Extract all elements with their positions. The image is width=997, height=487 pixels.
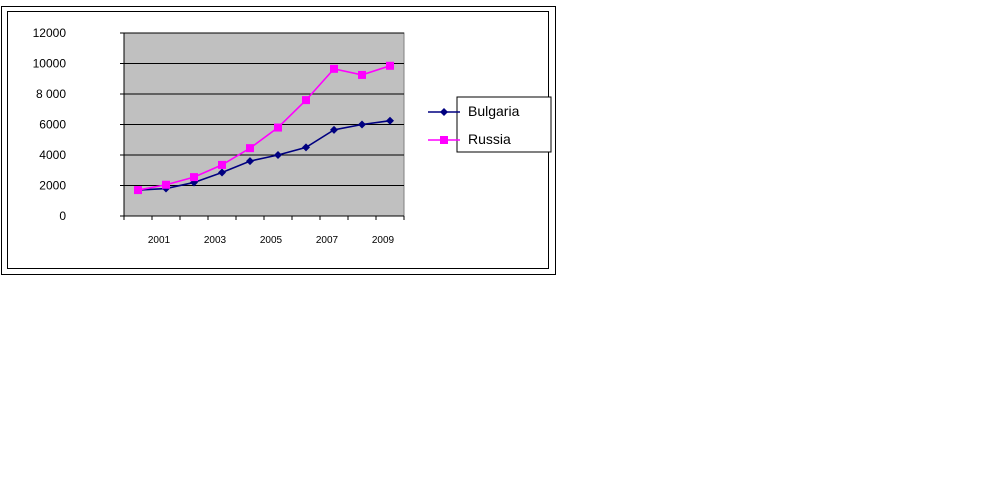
series-line-bulgaria [137, 119, 391, 191]
data-point-bulgaria [274, 151, 282, 159]
legend-marker-russia [440, 136, 448, 144]
series-line-russia [137, 65, 391, 191]
legend: Bulgaria Russia [428, 96, 552, 153]
data-point-bulgaria [330, 125, 338, 134]
series-markers [134, 61, 394, 195]
chart-outer-frame [1, 6, 556, 275]
y-tick-label: 4000 [39, 148, 66, 162]
x-axis-ticks: 2001 2003 2005 2007 2009 [123, 216, 405, 246]
y-tick-label: 12000 [33, 26, 67, 40]
legend-box [456, 96, 552, 153]
data-point-russia [190, 173, 198, 182]
y-tick-label: 6000 [39, 118, 66, 132]
data-point-russia [386, 61, 394, 70]
y-tick-label: 0 [59, 209, 66, 223]
data-point-bulgaria [302, 143, 310, 152]
y-tick-label: 8 000 [36, 87, 66, 101]
x-tick-label: 2007 [316, 235, 339, 246]
data-point-russia [246, 144, 254, 153]
series-lines [137, 65, 391, 191]
data-point-bulgaria [358, 120, 366, 129]
y-tick-label: 2000 [39, 179, 66, 193]
y-axis-ticks: 0 2000 4000 6000 8 000 10000 12000 [33, 26, 124, 223]
data-point-russia [358, 70, 366, 79]
data-point-russia [302, 96, 310, 105]
data-point-russia [218, 160, 226, 169]
data-point-russia [330, 64, 338, 73]
legend-label-russia: Russia [468, 131, 511, 147]
y-tick-label: 10000 [33, 57, 67, 71]
x-tick-label: 2005 [260, 235, 283, 246]
x-tick-label: 2009 [372, 235, 395, 246]
data-point-bulgaria [218, 168, 226, 177]
legend-label-bulgaria: Bulgaria [468, 103, 520, 119]
data-point-bulgaria [386, 116, 394, 125]
data-point-russia [134, 186, 142, 195]
gridlines [124, 32, 404, 186]
data-point-russia [162, 180, 170, 189]
data-point-bulgaria [246, 157, 254, 166]
x-tick-label: 2001 [148, 235, 171, 246]
x-tick-label: 2003 [204, 235, 227, 246]
legend-marker-bulgaria [440, 108, 448, 116]
data-point-russia [274, 123, 282, 132]
